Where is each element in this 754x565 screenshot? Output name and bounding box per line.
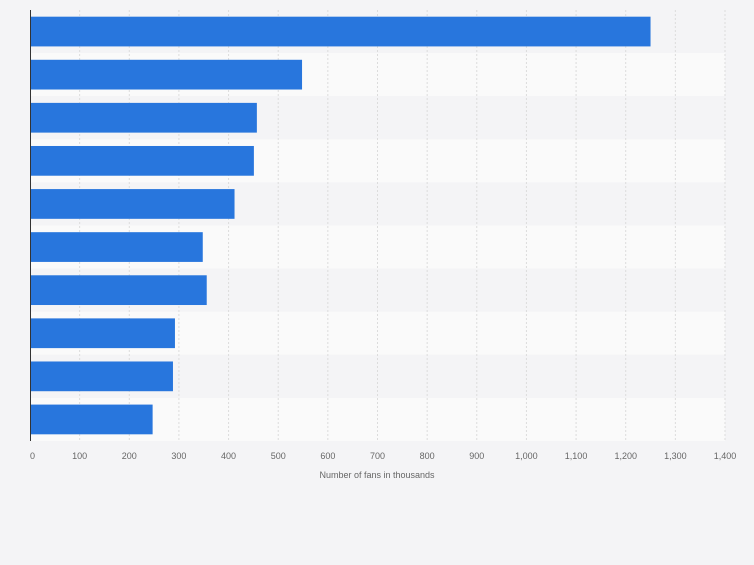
bar	[30, 16, 651, 47]
x-tick-label: 1,400	[714, 451, 737, 461]
x-tick-label: 400	[221, 451, 236, 461]
x-tick-label: 1,000	[515, 451, 538, 461]
bar	[30, 361, 173, 392]
x-tick-label: 0	[30, 451, 35, 461]
x-tick-label: 1,100	[565, 451, 588, 461]
x-tick-label: 100	[72, 451, 87, 461]
bar	[30, 404, 153, 435]
x-tick-label: 800	[420, 451, 435, 461]
bar	[30, 232, 203, 262]
x-tick-labels: 0 100 200 300 400 500 600 700 800 900 1,000 1,100 1,…	[30, 451, 736, 461]
x-tick-label: 500	[271, 451, 286, 461]
bar	[30, 59, 303, 90]
bars	[30, 16, 651, 435]
bar	[30, 318, 175, 349]
bar	[30, 275, 207, 306]
bar	[30, 145, 254, 176]
bar	[30, 102, 257, 133]
x-axis-title: Number of fans in thousands	[319, 470, 435, 480]
x-tick-label: 1,200	[614, 451, 637, 461]
x-tick-label: 200	[122, 451, 137, 461]
x-tick-label: 900	[469, 451, 484, 461]
x-tick-label: 1,300	[664, 451, 687, 461]
bar	[30, 189, 235, 219]
x-tick-label: 300	[171, 451, 186, 461]
x-tick-label: 600	[320, 451, 335, 461]
x-tick-label: 700	[370, 451, 385, 461]
